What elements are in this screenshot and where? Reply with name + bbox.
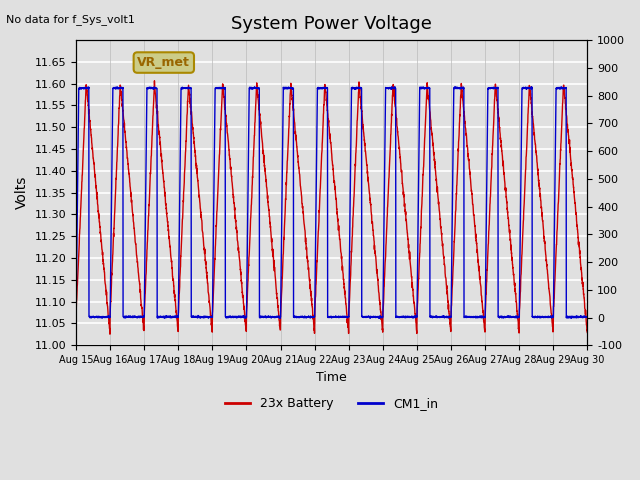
Legend: 23x Battery, CM1_in: 23x Battery, CM1_in: [220, 392, 444, 415]
Text: No data for f_Sys_volt1: No data for f_Sys_volt1: [6, 14, 135, 25]
Title: System Power Voltage: System Power Voltage: [231, 15, 432, 33]
X-axis label: Time: Time: [316, 371, 347, 384]
Text: VR_met: VR_met: [138, 56, 190, 69]
Y-axis label: Volts: Volts: [15, 176, 29, 209]
